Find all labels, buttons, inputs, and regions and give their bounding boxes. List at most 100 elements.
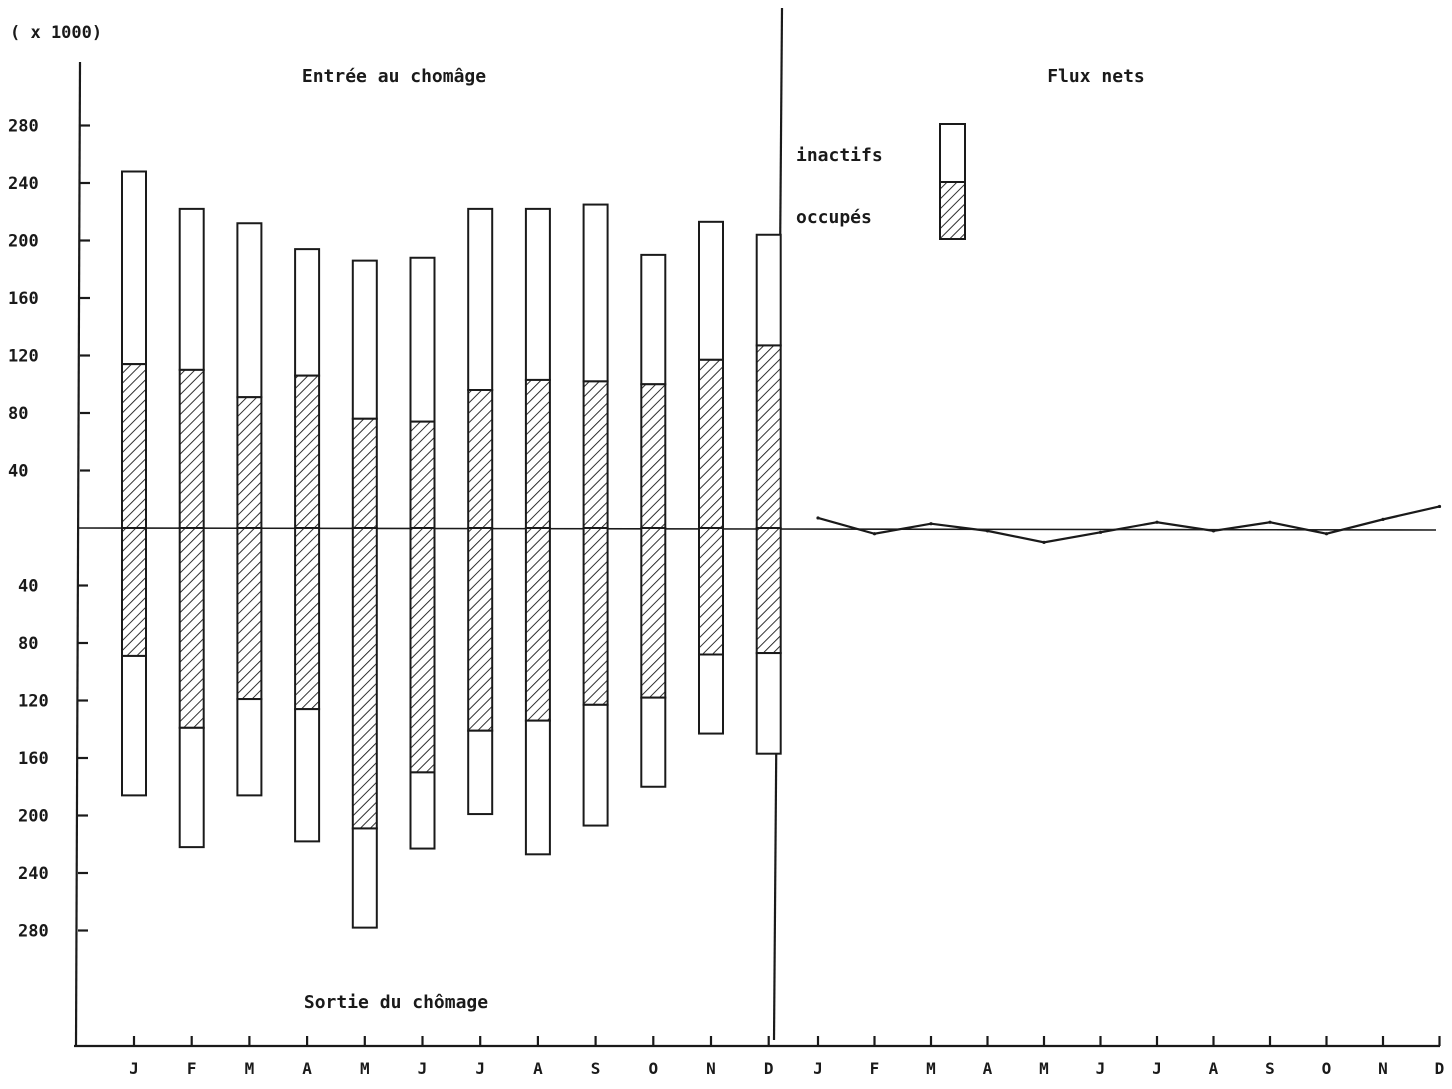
x-label-left-6: J	[475, 1059, 485, 1078]
bar-occupes-entry-3	[294, 374, 321, 529]
legend-swatch-occupes	[939, 181, 966, 240]
y-tick-label: 120	[18, 692, 49, 712]
bar-occupes-exit-7	[524, 527, 551, 722]
bar-occupes-entry-5	[409, 420, 436, 529]
x-label-right-2: M	[926, 1059, 936, 1078]
bar-occupes-exit-8	[582, 527, 609, 706]
unit-label: ( x 1000)	[10, 23, 102, 43]
bar-occupes-exit-2	[236, 527, 263, 701]
bar-inactifs-exit-10	[698, 653, 724, 735]
x-label-left-11: D	[764, 1059, 774, 1078]
y-tick-label: 200	[8, 232, 39, 252]
bar-occupes-exit-6	[467, 527, 494, 732]
y-axis	[74, 61, 82, 1047]
bar-occupes-entry-0	[121, 363, 147, 529]
y-tick-label: 160	[18, 749, 49, 769]
bar-inactifs-exit-11	[755, 652, 782, 755]
bar-occupes-entry-8	[582, 380, 609, 529]
y-tick-label: 240	[18, 864, 49, 884]
bar-inactifs-entry-0	[121, 170, 147, 366]
left-panel-top-title: Entrée au chomâge	[302, 66, 486, 87]
x-label-left-2: M	[245, 1059, 255, 1078]
x-label-left-0: J	[129, 1059, 139, 1078]
bar-occupes-exit-3	[294, 527, 321, 711]
bar-inactifs-entry-3	[294, 248, 321, 377]
bar-occupes-entry-1	[178, 368, 205, 529]
bar-occupes-exit-10	[698, 527, 724, 656]
net-flux-point-11	[1437, 504, 1442, 509]
x-label-right-7: A	[1209, 1059, 1219, 1078]
bar-occupes-entry-6	[467, 389, 494, 529]
bar-occupes-exit-1	[178, 527, 205, 729]
bar-inactifs-exit-2	[236, 698, 263, 797]
y-tick-label: 280	[8, 117, 39, 137]
legend-label-inactifs: inactifs	[796, 145, 883, 166]
x-label-right-3: A	[983, 1059, 993, 1078]
x-label-left-4: M	[360, 1059, 370, 1078]
bar-inactifs-exit-1	[178, 726, 205, 849]
bar-inactifs-exit-0	[121, 654, 147, 797]
bar-occupes-entry-7	[524, 378, 551, 529]
net-flux-point-3	[985, 529, 990, 533]
bar-occupes-exit-4	[351, 527, 378, 830]
x-label-right-8: S	[1265, 1059, 1275, 1078]
x-label-right-6: J	[1152, 1059, 1162, 1078]
bar-inactifs-entry-5	[409, 256, 436, 423]
net-flux-series	[816, 504, 1442, 544]
legend-swatch-inactifs	[939, 123, 966, 183]
bar-inactifs-exit-6	[467, 729, 494, 816]
x-label-left-10: N	[706, 1059, 716, 1078]
bar-inactifs-entry-4	[351, 259, 378, 420]
bar-occupes-entry-9	[640, 383, 667, 529]
bar-inactifs-entry-2	[236, 222, 263, 399]
legend: inactifs occupés	[796, 123, 966, 240]
bar-inactifs-exit-4	[351, 827, 378, 929]
x-label-left-5: J	[418, 1059, 428, 1078]
net-flux-point-1	[872, 532, 877, 536]
x-label-left-1: F	[187, 1059, 197, 1078]
bar-inactifs-entry-1	[178, 207, 205, 371]
bar-inactifs-entry-10	[698, 220, 724, 361]
x-label-right-11: D	[1435, 1059, 1445, 1078]
x-label-left-3: A	[302, 1059, 312, 1078]
net-flux-point-5	[1098, 530, 1103, 534]
bar-occupes-entry-10	[698, 358, 724, 529]
bar-inactifs-exit-7	[524, 719, 551, 856]
y-tick-label: 40	[8, 462, 28, 482]
bar-occupes-entry-11	[755, 344, 782, 529]
x-label-right-0: J	[813, 1059, 823, 1078]
y-tick-label: 80	[8, 404, 28, 424]
x-label-right-1: F	[870, 1059, 880, 1078]
y-ticks: 280 240 200 160 120 80 40 40 80 120 160 200 240 280	[8, 117, 90, 942]
legend-label-occupes: occupés	[796, 207, 872, 228]
bar-inactifs-exit-8	[582, 703, 609, 827]
x-label-right-10: N	[1378, 1059, 1388, 1078]
y-tick-label: 200	[18, 807, 49, 827]
y-tick-label: 160	[8, 289, 39, 309]
y-tick-label: 120	[8, 347, 39, 367]
y-tick-label: 240	[8, 174, 39, 194]
y-tick-label: 80	[18, 634, 38, 654]
net-flux-line	[817, 505, 1440, 544]
y-tick-label: 280	[18, 922, 49, 942]
bar-inactifs-entry-11	[755, 233, 782, 347]
net-flux-point-7	[1211, 529, 1216, 533]
net-flux-point-9	[1324, 532, 1329, 536]
bar-occupes-exit-11	[755, 527, 782, 655]
bar-occupes-exit-9	[640, 527, 667, 699]
bar-inactifs-exit-9	[640, 696, 667, 788]
bar-inactifs-exit-5	[409, 771, 436, 850]
net-flux-point-4	[1042, 540, 1046, 544]
bar-occupes-entry-4	[351, 417, 378, 529]
bar-inactifs-entry-8	[582, 203, 609, 383]
net-flux-point-10	[1381, 517, 1385, 521]
x-label-left-9: O	[648, 1059, 658, 1078]
x-label-left-7: A	[533, 1059, 543, 1078]
x-ticks: J JF FM MA AM MJ JJ JA AS SO ON ND D	[129, 1036, 1444, 1078]
bar-inactifs-entry-9	[640, 253, 667, 386]
x-label-left-8: S	[591, 1059, 601, 1078]
net-flux-point-0	[816, 516, 820, 520]
bar-occupes-exit-5	[409, 527, 436, 774]
bar-inactifs-entry-6	[467, 207, 494, 391]
